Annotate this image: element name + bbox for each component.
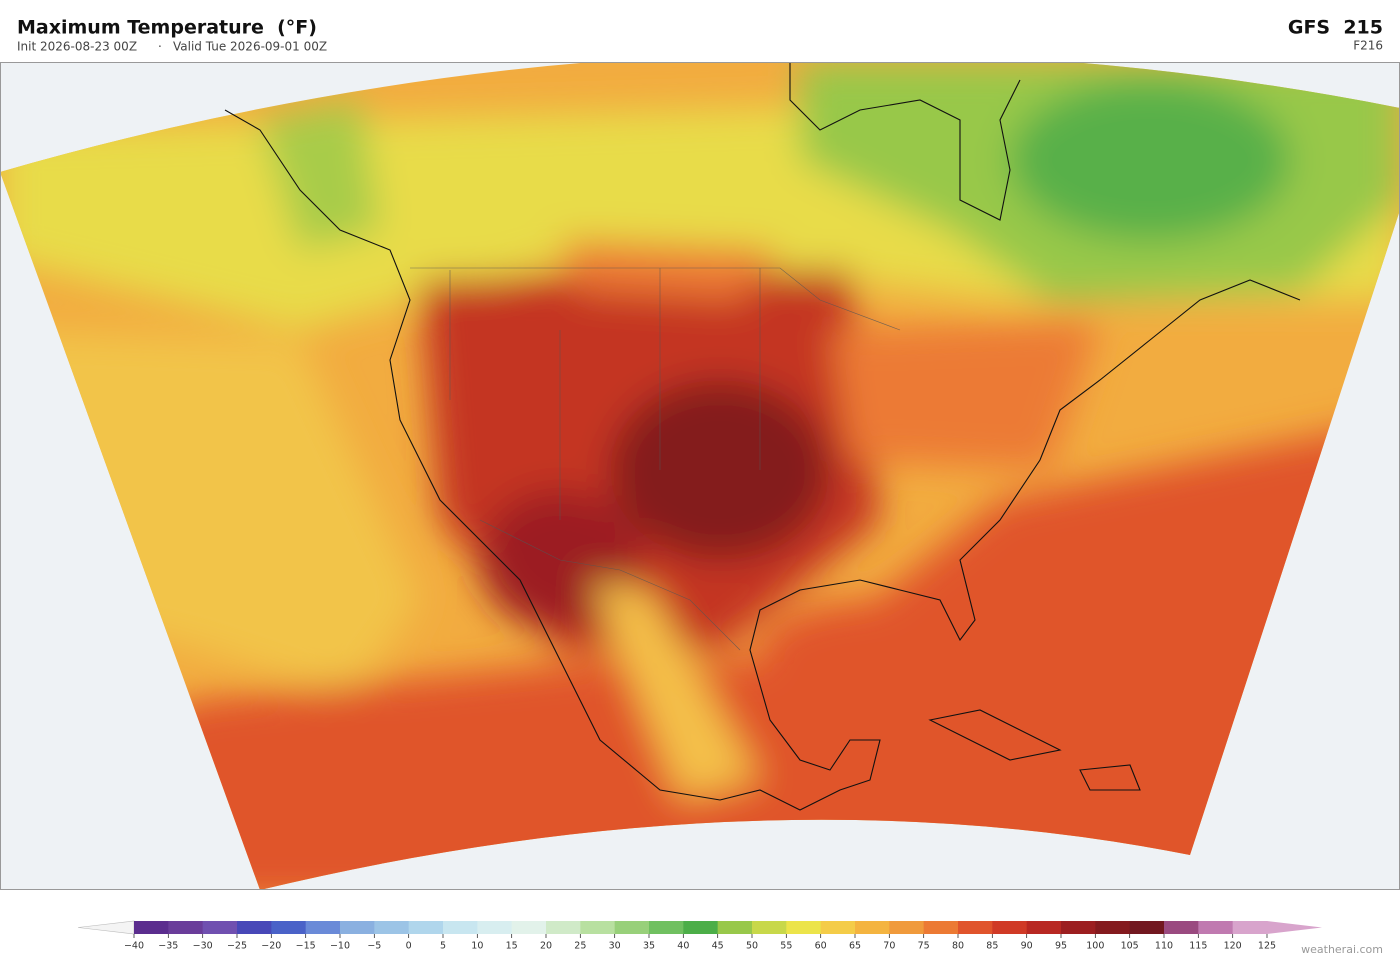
valid-time: Valid Tue 2026-09-01 00Z <box>173 40 327 54</box>
colorbar-segment <box>1061 921 1096 934</box>
tick-label: −15 <box>296 941 316 952</box>
colorbar-segment <box>202 921 238 934</box>
colorbar-segment <box>992 921 1028 934</box>
tick-label: 95 <box>1055 941 1067 952</box>
tick-label: −10 <box>330 941 350 952</box>
tick-label: 40 <box>677 941 689 952</box>
colorbar-segment <box>271 921 307 934</box>
tick-label: 85 <box>986 941 998 952</box>
colorbar-segment <box>614 921 650 934</box>
colorbar-segment <box>1026 921 1062 934</box>
colorbar-segment <box>546 921 581 934</box>
tick-label: 100 <box>1086 941 1104 952</box>
tick-label: 110 <box>1155 941 1173 952</box>
tick-label: −35 <box>158 941 178 952</box>
tick-label: 105 <box>1121 941 1139 952</box>
colorbar-segment <box>717 921 753 934</box>
colorbar-segment <box>1232 921 1268 934</box>
borders <box>410 267 901 651</box>
colorbar-segment <box>752 921 787 934</box>
tick-label: 125 <box>1258 941 1276 952</box>
colorbar-segment <box>305 921 341 934</box>
tick-label: 10 <box>471 941 483 952</box>
tick-label: 15 <box>506 941 518 952</box>
colorbar-segment <box>237 921 272 934</box>
colorbar-segment <box>855 921 890 934</box>
tick-label: −5 <box>367 941 381 952</box>
colorbar-segment <box>923 921 959 934</box>
tick-label: 20 <box>540 941 552 952</box>
tick-label: 25 <box>574 941 586 952</box>
tick-label: −40 <box>124 941 144 952</box>
temperature-field <box>0 62 1400 890</box>
tick-label: 55 <box>780 941 792 952</box>
colorbar-segment <box>1164 921 1199 934</box>
colorbar-segment <box>683 921 719 934</box>
tick-label: 75 <box>918 941 930 952</box>
model: GFS 215 <box>1288 17 1383 39</box>
colorbar-low-extension <box>77 920 135 935</box>
colorbar-segment <box>580 921 616 934</box>
tick-label: −20 <box>261 941 281 952</box>
colorbar-segment <box>958 921 993 934</box>
tick-label: 5 <box>440 941 446 952</box>
coastlines <box>224 62 1301 811</box>
title: Maximum Temperature (°F) <box>17 17 317 39</box>
colorbar-segment <box>340 921 375 934</box>
colorbar-segment <box>408 921 444 934</box>
colorbar-segment <box>168 921 204 934</box>
tick-label: 60 <box>815 941 827 952</box>
tick-label: −25 <box>227 941 247 952</box>
tick-label: 115 <box>1189 941 1207 952</box>
tick-label: 0 <box>406 941 412 952</box>
colorbar-segment <box>511 921 547 934</box>
colorbar-high-extension <box>1267 921 1322 934</box>
colorbar: −40 −35 −30 −25 −20 −15 −10 −5 0 5 10 15 20 25 30 35 40 4… <box>77 920 1322 952</box>
tick-label: −30 <box>193 941 213 952</box>
colorbar-segment <box>1129 921 1165 934</box>
tick-label: 120 <box>1224 941 1242 952</box>
map <box>0 62 1400 890</box>
tick-label: 65 <box>849 941 861 952</box>
tick-label: 45 <box>712 941 724 952</box>
colorbar-segment <box>1198 921 1234 934</box>
colorbar-segment <box>374 921 410 934</box>
colorbar-segment <box>1095 921 1131 934</box>
colorbar-segment <box>649 921 684 934</box>
tick-label: 50 <box>746 941 758 952</box>
colorbar-segment <box>477 921 513 934</box>
tick-label: 90 <box>1021 941 1033 952</box>
colorbar-segment <box>443 921 478 934</box>
tick-label: 30 <box>609 941 621 952</box>
colorbar-segment <box>889 921 925 934</box>
colorbar-segment <box>820 921 856 934</box>
colorbar-segment <box>134 921 169 934</box>
tick-label: 80 <box>952 941 964 952</box>
tick-label: 70 <box>883 941 895 952</box>
separator: · <box>158 40 162 54</box>
init-time: Init 2026-08-23 00Z <box>17 40 137 54</box>
colorbar-segment <box>786 921 822 934</box>
forecast-hour: F216 <box>1353 39 1383 53</box>
credit: weatherai.com <box>1301 943 1383 956</box>
tick-label: 35 <box>643 941 655 952</box>
